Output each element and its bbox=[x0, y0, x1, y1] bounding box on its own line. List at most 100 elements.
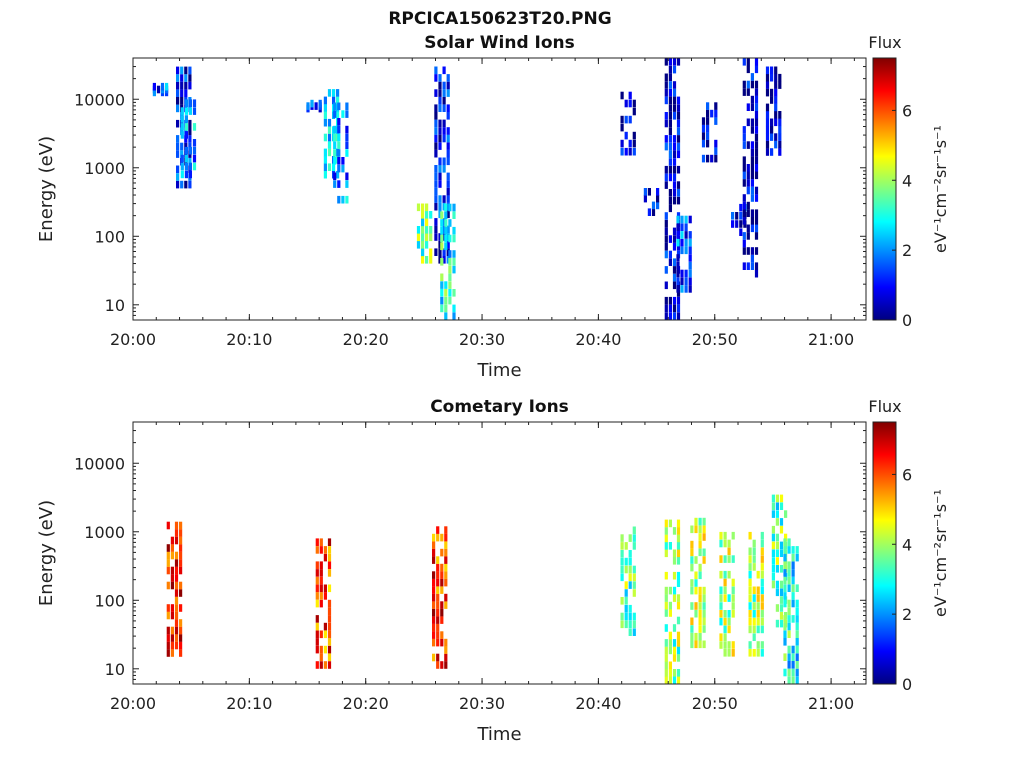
heatmap-cell bbox=[723, 610, 727, 618]
heatmap-cell bbox=[438, 89, 442, 97]
heatmap-cell bbox=[176, 135, 180, 143]
heatmap-cell bbox=[765, 88, 770, 97]
heatmap-cell bbox=[791, 569, 795, 577]
heatmap-cell bbox=[440, 219, 444, 227]
heatmap-cell bbox=[746, 88, 750, 96]
heatmap-cell bbox=[756, 610, 760, 618]
heatmap-cell bbox=[787, 561, 791, 569]
heatmap-cell bbox=[429, 233, 433, 242]
heatmap-cell bbox=[319, 561, 323, 569]
heatmap-cell bbox=[795, 607, 799, 615]
heatmap-cell bbox=[688, 269, 692, 278]
heatmap-cell bbox=[174, 626, 179, 635]
heatmap-cell bbox=[668, 81, 672, 89]
heatmap-cell bbox=[452, 250, 456, 258]
heatmap-cell bbox=[750, 217, 754, 225]
heatmap-cell bbox=[436, 593, 440, 602]
heatmap-cell bbox=[775, 588, 779, 597]
heatmap-cell bbox=[779, 518, 784, 526]
heatmap-cell bbox=[727, 617, 731, 626]
heatmap-cells bbox=[166, 494, 799, 685]
colorbar-tick-label: 0 bbox=[902, 675, 912, 694]
heatmap-cell bbox=[668, 639, 672, 647]
heatmap-cell bbox=[452, 258, 456, 266]
heatmap-cell bbox=[706, 124, 710, 133]
heatmap-cell bbox=[765, 125, 770, 134]
heatmap-cell bbox=[643, 194, 647, 203]
heatmap-cell bbox=[672, 88, 677, 97]
heatmap-cell bbox=[170, 574, 174, 582]
heatmap-cell bbox=[698, 617, 702, 626]
heatmap-cell bbox=[760, 641, 764, 649]
heatmap-cell bbox=[706, 139, 710, 148]
heatmap-cell bbox=[668, 127, 672, 135]
heatmap-cell bbox=[632, 573, 636, 582]
heatmap-cell bbox=[770, 88, 774, 97]
heatmap-cell bbox=[694, 517, 698, 526]
heatmap-cell bbox=[174, 566, 179, 575]
heatmap-cell bbox=[742, 247, 746, 255]
heatmap-cell bbox=[760, 625, 764, 634]
heatmap-cell bbox=[750, 254, 754, 263]
heatmap-cell bbox=[448, 250, 452, 258]
heatmap-cell bbox=[327, 163, 332, 171]
heatmap-cell bbox=[327, 546, 332, 554]
heatmap-cell bbox=[752, 555, 756, 563]
heatmap-cell bbox=[723, 625, 727, 634]
heatmap-cell bbox=[319, 538, 323, 546]
heatmap-cell bbox=[676, 616, 681, 625]
heatmap-cell bbox=[676, 135, 681, 143]
heatmap-cell bbox=[327, 561, 332, 569]
heatmap-cell bbox=[746, 209, 750, 217]
heatmap-cell bbox=[651, 208, 656, 216]
heatmap-cell bbox=[754, 164, 759, 172]
y-tick-label: 10000 bbox=[74, 454, 125, 473]
heatmap-cell bbox=[795, 584, 799, 592]
heatmap-cell bbox=[440, 533, 444, 542]
heatmap-cell bbox=[429, 256, 433, 264]
heatmap-cell bbox=[438, 157, 442, 166]
heatmap-cell bbox=[668, 676, 672, 685]
heatmap-cell bbox=[434, 195, 438, 203]
heatmap-cell bbox=[791, 584, 795, 592]
heatmap-cell bbox=[628, 557, 632, 566]
heatmap-cell bbox=[765, 111, 770, 119]
heatmap-cell bbox=[333, 125, 337, 134]
heatmap-cell bbox=[664, 594, 668, 602]
heatmap-cell bbox=[676, 654, 681, 662]
heatmap-cell bbox=[166, 581, 170, 590]
heatmap-cell bbox=[179, 521, 183, 530]
heatmap-cell bbox=[795, 661, 799, 669]
heatmap-cell bbox=[628, 550, 632, 558]
heatmap-cell bbox=[787, 645, 791, 654]
heatmap-cell bbox=[779, 525, 784, 534]
heatmap-cell bbox=[192, 146, 197, 155]
heatmap-cell bbox=[336, 111, 340, 119]
heatmap-cell bbox=[647, 208, 651, 216]
heatmap-cell bbox=[624, 589, 628, 597]
heatmap-cell bbox=[672, 135, 677, 143]
heatmap-cell bbox=[750, 247, 754, 255]
heatmap-cell bbox=[174, 596, 179, 605]
heatmap-cell bbox=[690, 525, 694, 534]
heatmap-cell bbox=[668, 104, 672, 112]
heatmap-cell bbox=[446, 81, 450, 90]
heatmap-cell bbox=[337, 141, 341, 149]
heatmap-cell bbox=[620, 139, 624, 148]
heatmap-cell bbox=[676, 165, 681, 174]
heatmap-cell bbox=[791, 599, 795, 608]
heatmap-cell bbox=[179, 529, 183, 537]
heatmap-cell bbox=[184, 131, 188, 139]
heatmap-cell bbox=[787, 584, 791, 592]
heatmap-cell bbox=[742, 179, 746, 187]
heatmap-cell bbox=[750, 156, 754, 164]
heatmap-cell bbox=[174, 574, 179, 582]
heatmap-cell bbox=[774, 81, 778, 89]
heatmap-cell bbox=[676, 189, 681, 197]
heatmap-cell bbox=[698, 640, 702, 649]
heatmap-cell bbox=[676, 579, 681, 587]
heatmap-cell bbox=[754, 186, 759, 195]
heatmap-cell bbox=[750, 118, 754, 127]
heatmap-cell bbox=[628, 565, 632, 574]
heatmap-cell bbox=[444, 661, 448, 669]
